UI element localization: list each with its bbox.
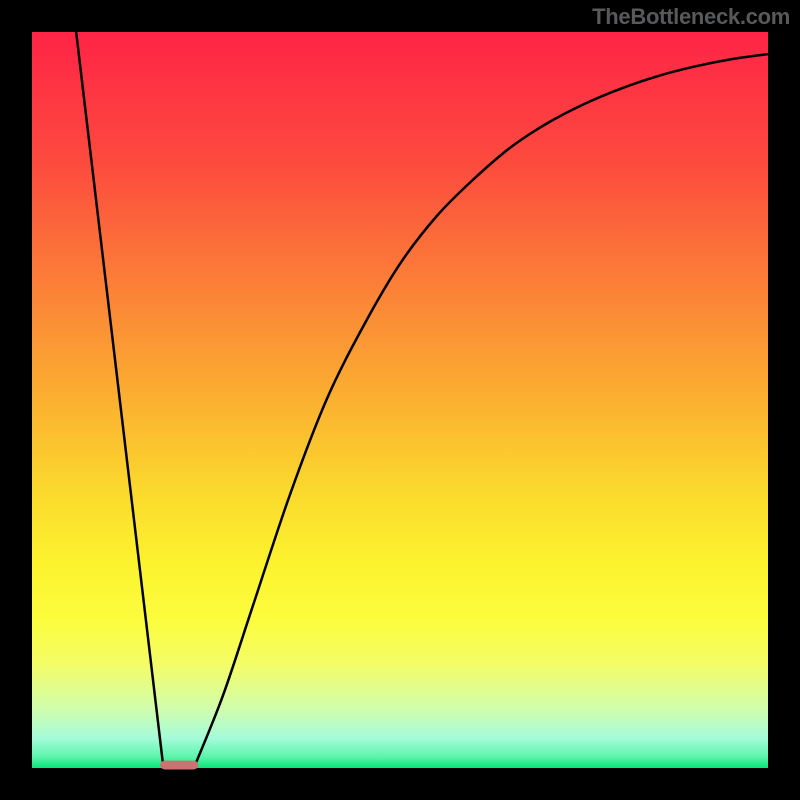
watermark-text: TheBottleneck.com [592,4,790,30]
min-marker [160,761,198,770]
chart-frame: TheBottleneck.com [0,0,800,800]
gradient-background [32,32,768,768]
chart-svg [0,0,800,800]
